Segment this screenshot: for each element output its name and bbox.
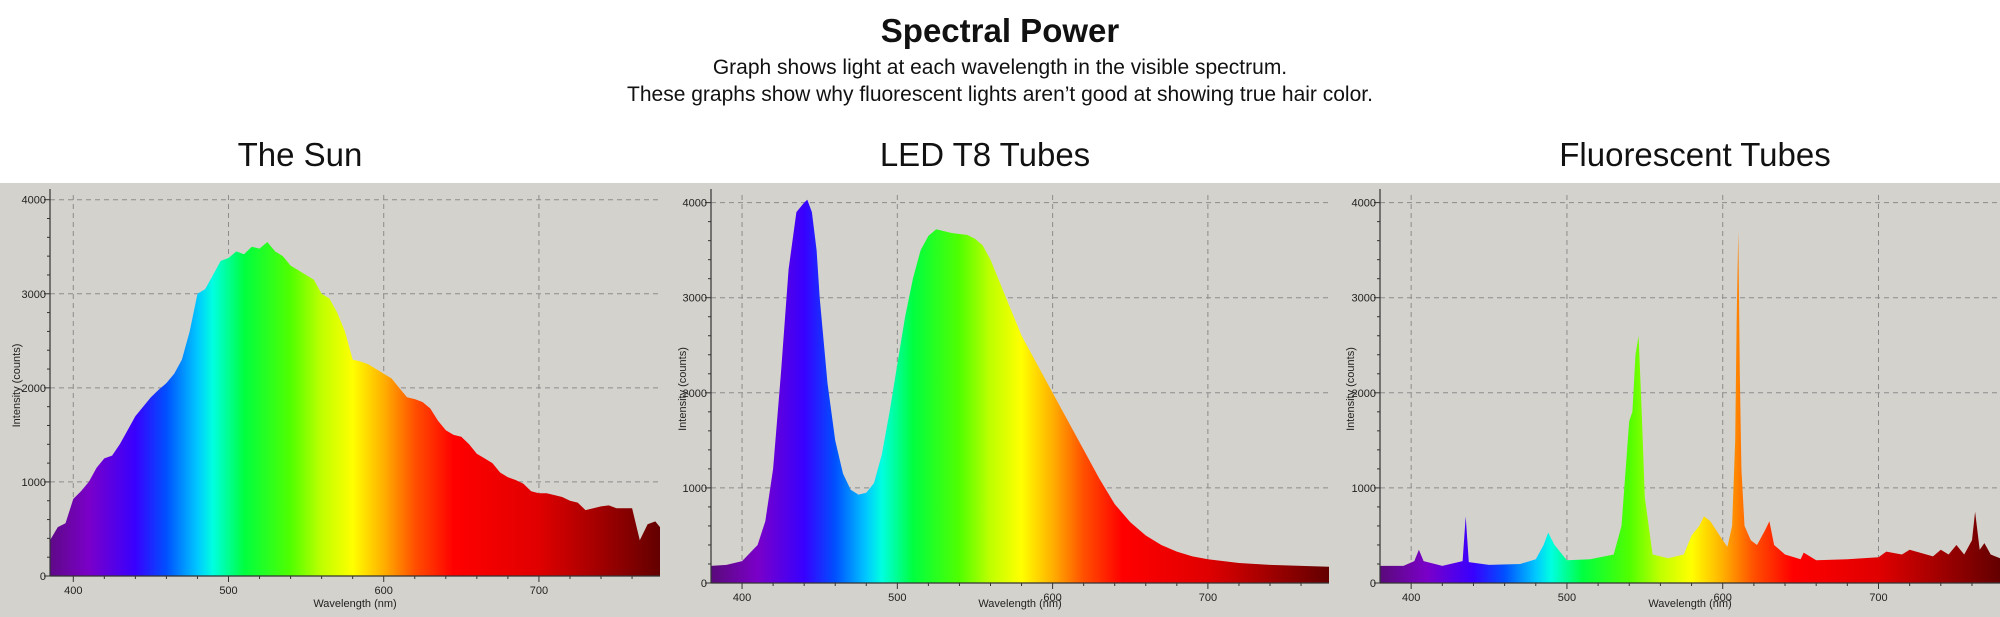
plot-background	[1334, 183, 2000, 617]
page-subtitle-line-2: These graphs show why fluorescent lights…	[627, 83, 1373, 106]
chart-title-led: LED T8 Tubes	[879, 136, 1091, 173]
y-tick-label: 4000	[1352, 198, 1376, 210]
y-tick-label: 4000	[683, 198, 707, 210]
x-tick-label: 600	[375, 585, 393, 597]
y-tick-label: 3000	[683, 293, 707, 305]
x-tick-label: 500	[888, 592, 906, 604]
x-tick-label: 400	[733, 592, 751, 604]
page-subtitle-line-1: Graph shows light at each wavelength in …	[712, 56, 1288, 79]
y-tick-label: 2000	[1352, 388, 1376, 400]
y-tick-label: 0	[701, 578, 707, 590]
y-tick-label: 0	[1370, 578, 1376, 590]
x-tick-label: 600	[1714, 592, 1732, 604]
x-tick-label: 700	[1199, 592, 1217, 604]
spectrum-area	[50, 242, 660, 576]
led-spectrum-chart: 400 500 600 700 0 1000 2000 3000 4000 Wavelength …	[666, 183, 1334, 617]
y-axis-label: Intensity (counts)	[11, 344, 23, 428]
y-tick-label: 0	[40, 571, 46, 583]
x-tick-label: 700	[1869, 592, 1887, 604]
y-tick-label: 2000	[683, 388, 707, 400]
spectrum-area	[711, 199, 1329, 584]
x-tick-label: 400	[64, 585, 82, 597]
y-tick-label: 3000	[1352, 293, 1376, 305]
y-axis-label: Intensity (counts)	[677, 347, 689, 431]
x-axis-label: Wavelength (nm)	[313, 598, 396, 610]
x-axis-label: Wavelength (nm)	[978, 598, 1061, 610]
y-tick-label: 3000	[22, 289, 46, 301]
y-tick-label: 1000	[683, 483, 707, 495]
x-axis-label: Wavelength (nm)	[1648, 598, 1731, 610]
x-tick-label: 500	[1558, 592, 1576, 604]
page-title: Spectral Power	[880, 12, 1120, 49]
chart-title-sun: The Sun	[237, 136, 363, 173]
x-tick-label: 700	[530, 585, 548, 597]
y-tick-label: 4000	[22, 195, 46, 207]
sun-spectrum-chart: 400 500 600 700 0 1000 2000 3000 4000 Wavelength …	[0, 183, 666, 617]
y-tick-label: 2000	[22, 383, 46, 395]
x-tick-label: 600	[1043, 592, 1061, 604]
y-tick-label: 1000	[22, 477, 46, 489]
x-tick-label: 500	[219, 585, 237, 597]
x-tick-label: 400	[1402, 592, 1420, 604]
chart-title-fluorescent: Fluorescent Tubes	[1559, 136, 1831, 173]
y-tick-label: 1000	[1352, 483, 1376, 495]
y-axis-label: Intensity (counts)	[1345, 347, 1357, 431]
fluorescent-spectrum-chart: 400 500 600 700 0 1000 2000 3000 4000 Wavelength …	[1334, 183, 2000, 617]
